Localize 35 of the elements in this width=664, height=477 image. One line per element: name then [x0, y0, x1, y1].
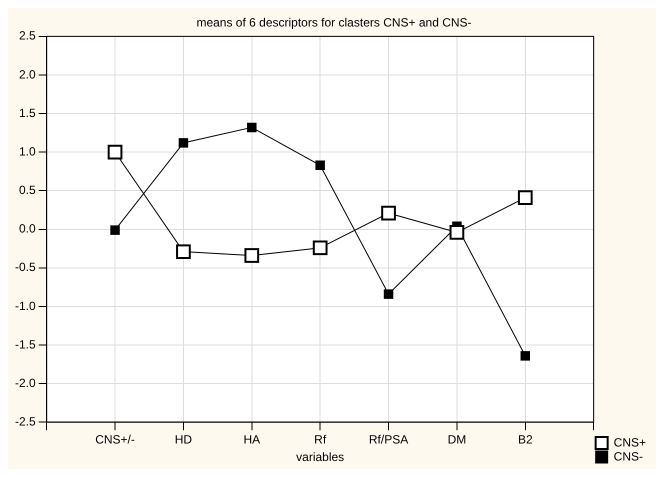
y-tick-label: -1.0	[14, 298, 36, 313]
point	[384, 289, 394, 299]
x-axis-title: variables	[296, 450, 344, 464]
point	[315, 160, 325, 170]
legend-label: CNS-	[614, 449, 643, 464]
point	[247, 122, 257, 132]
point	[178, 138, 188, 148]
y-tick-label: 0.5	[18, 183, 36, 198]
x-tick-label: DM	[448, 432, 466, 447]
point	[518, 190, 533, 206]
y-tick-label: 1.5	[18, 106, 36, 120]
x-tick-label: CNS+/-	[95, 432, 135, 447]
point	[312, 240, 328, 256]
point	[520, 351, 530, 361]
y-tick-label: 0.0	[18, 222, 36, 236]
point	[450, 225, 464, 240]
x-tick-label: B2	[518, 432, 533, 447]
y-tick-label: 2.5	[18, 28, 36, 43]
x-tick-label: Rf	[314, 432, 327, 447]
y-tick-label: -2.5	[14, 414, 36, 429]
y-tick-label: 2.0	[18, 67, 36, 82]
y-tick-label: -0.5	[14, 260, 36, 274]
x-tick-label: HD	[174, 432, 192, 447]
legend-label: CNS+	[614, 435, 646, 450]
point	[176, 244, 191, 260]
x-tick-label: HA	[243, 432, 260, 447]
point	[381, 206, 396, 220]
y-tick-label: -1.5	[14, 337, 36, 352]
point	[110, 225, 120, 235]
x-tick-label: Rf/PSA	[368, 432, 408, 447]
chart-title: means of 6 descriptors for clasters CNS+ and CNS-	[196, 16, 472, 30]
point	[108, 144, 122, 160]
y-tick-label: -2.0	[14, 376, 36, 390]
point	[244, 248, 260, 263]
y-tick-label: 1.0	[18, 144, 36, 158]
